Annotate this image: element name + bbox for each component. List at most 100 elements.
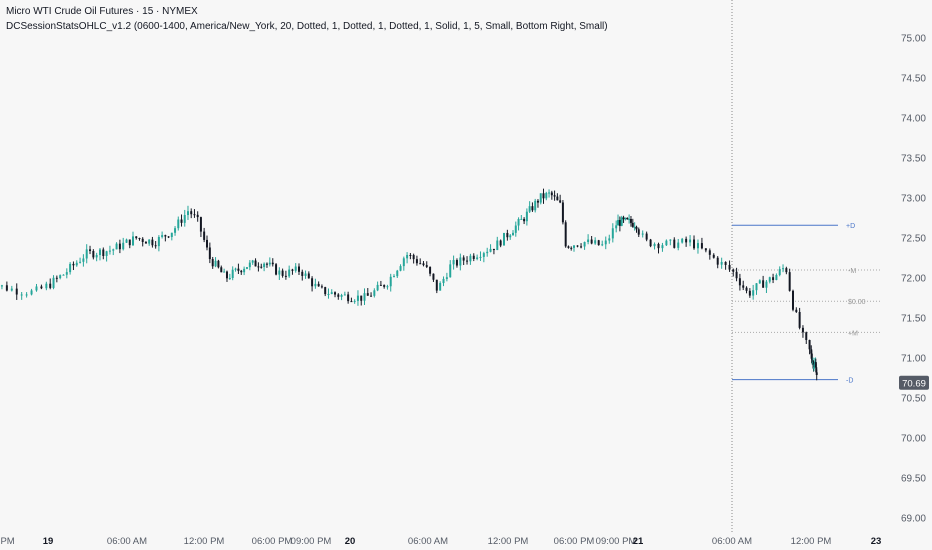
candle-body [624,217,627,220]
candle-body [503,232,505,246]
candle-body [118,243,121,250]
candle-body [154,245,157,247]
candle-body [102,249,105,256]
candle-body [649,239,652,247]
chart-title: Micro WTI Crude Oil Futures · 15 · NYMEX [6,6,198,17]
candle-body [590,239,593,244]
x-tick-label: 06:00 PM [554,536,595,547]
candle-body [301,271,304,276]
candle-body [237,268,240,271]
candle-body [542,193,545,199]
candle-body [337,294,340,297]
candle-body [469,255,472,262]
y-tick-label: 72.50 [901,234,926,245]
y-tick-label: 71.50 [901,314,926,325]
candle-body [745,287,748,291]
candle-body [520,218,523,220]
candle-body [608,238,611,241]
candle-body [392,276,395,278]
candle-body [708,250,711,255]
candle-body [489,248,492,252]
candle-body [594,240,597,244]
candle-body [174,228,177,233]
candle-body [144,241,147,244]
candle-body [69,263,72,273]
candle-body [409,254,412,256]
candle-body [89,249,92,251]
candle-body [561,202,564,223]
candle-body [762,280,765,288]
candle-body [573,245,575,248]
candle-body [95,255,98,258]
candle-body [234,268,237,270]
candle-body [85,249,88,259]
candle-body [231,269,234,278]
candle-body [788,272,791,291]
candle-body [324,287,327,295]
candle-body [462,257,465,261]
candle-body [161,235,164,238]
candle-body [340,295,343,297]
candle-body [534,200,537,211]
candle-body [435,279,438,291]
candle-body [10,288,13,291]
candle-body [5,285,8,291]
candle-body [618,220,621,226]
candle-body [738,278,741,286]
candle-body [373,290,376,296]
candle-body [297,266,300,272]
candle-body [455,260,458,266]
candle-body [669,239,672,241]
candle-body [115,243,118,250]
candle-body [808,340,811,350]
candle-body [217,260,220,268]
candle-body [604,240,607,245]
candle-body [629,218,632,223]
candle-body [472,255,475,259]
y-tick-label: 75.00 [901,34,926,45]
candle-body [611,228,614,239]
candle-body [294,266,297,271]
indicator-label: DCSessionStatsOHLC_v1.2 (0600-1400, Amer… [6,21,608,32]
candle-body [214,260,217,267]
candle-body [334,292,337,295]
candle-body [108,250,111,252]
candle-body [199,217,202,232]
candle-body [442,278,445,284]
candle-body [376,284,379,291]
candle-body [677,242,680,248]
candle-body [196,214,199,218]
y-tick-label: 71.00 [901,354,926,365]
candle-body [40,286,43,289]
candle-body [805,332,808,341]
candle-body [383,285,386,287]
candle-body [98,249,101,256]
candle-body [25,294,28,296]
candle-body [183,215,186,223]
candle-body [512,232,515,236]
candle-body [615,225,618,229]
x-tick-label: 12:00 PM [488,536,529,547]
candle-body [782,268,785,270]
candle-body [422,263,425,266]
candle-body [432,273,435,280]
candle-body [545,193,548,199]
candle-body [30,290,33,295]
candle-body [657,243,660,249]
candle-body [314,283,317,287]
candle-body [791,290,794,310]
candle-body [815,372,818,375]
candle-body [353,300,356,302]
candle-body [720,261,723,265]
candle-body [536,200,539,203]
x-tick-label: 23 [871,536,882,547]
candle-body [105,251,108,256]
candle-body [681,238,684,243]
candle-body [567,246,570,248]
candle-body [479,256,482,258]
x-tick-label: 06:00 AM [107,536,147,547]
candle-body [208,247,211,260]
candle-body [164,235,167,237]
candle-body [112,249,115,251]
